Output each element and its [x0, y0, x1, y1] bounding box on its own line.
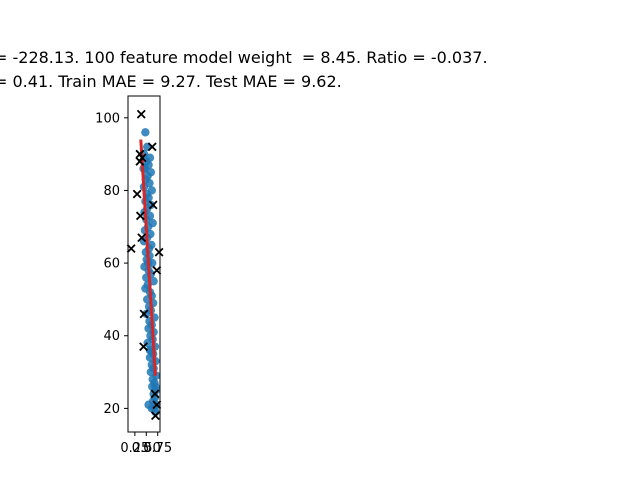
data-point-x [135, 156, 145, 166]
data-point-x [150, 389, 160, 399]
data-point-x [135, 211, 145, 221]
data-point-x [136, 109, 146, 119]
fit-line [139, 139, 157, 376]
data-point-circle [144, 400, 153, 409]
x-tick-label: 0.75 [143, 441, 172, 456]
y-tick-label: 100 [95, 111, 120, 126]
y-tick-label: 60 [103, 257, 120, 272]
data-point-x [137, 233, 147, 243]
data-point-x [154, 247, 164, 257]
y-tick-label: 80 [103, 184, 120, 199]
data-point-x [132, 189, 142, 199]
data-point-circle [141, 128, 150, 137]
chart-title-line-2: = 0.41. Train MAE = 9.27. Test MAE = 9.6… [0, 72, 342, 91]
data-point-circle [142, 309, 151, 319]
y-tick-label: 40 [103, 329, 120, 344]
data-point-x [126, 244, 136, 253]
data-point-x [150, 411, 160, 421]
plot-frame [127, 95, 161, 433]
data-point-circle [145, 346, 155, 355]
data-point-x [152, 400, 162, 410]
data-point-x [139, 309, 149, 319]
data-point-x [147, 142, 157, 152]
data-point-x [139, 342, 148, 352]
data-point-x [152, 265, 162, 275]
y-tick-label: 20 [103, 402, 120, 417]
data-point-circle [151, 382, 160, 391]
data-point-x [148, 200, 158, 210]
x-tick-label: 0.50 [132, 441, 161, 456]
x-tick-label: 0.25 [120, 441, 149, 456]
chart-title-line-1: = -228.13. 100 feature model weight = 8.… [0, 48, 488, 67]
